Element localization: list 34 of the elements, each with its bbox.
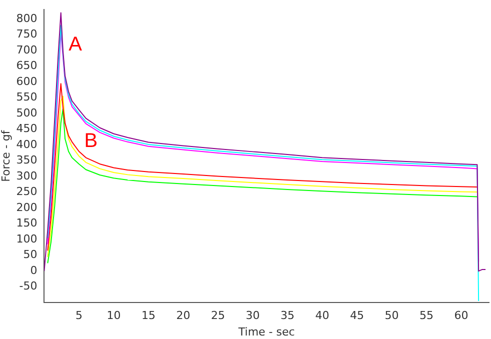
y-tick-label: 800 bbox=[16, 12, 38, 25]
y-axis-title: Force - gf bbox=[0, 129, 12, 182]
y-tick-label: 250 bbox=[16, 185, 38, 198]
y-tick-label: 50 bbox=[23, 248, 38, 262]
y-tick-label: 600 bbox=[16, 74, 38, 88]
annotation: B bbox=[84, 130, 98, 152]
y-tick-label: 150 bbox=[16, 216, 38, 230]
y-tick-label: 300 bbox=[16, 169, 38, 182]
x-tick-label: 50 bbox=[384, 309, 399, 322]
y-tick-label: 100 bbox=[16, 232, 38, 246]
y-tick-label: 350 bbox=[16, 154, 38, 167]
x-tick-label: 25 bbox=[210, 309, 225, 322]
y-tick-label: 0 bbox=[30, 264, 38, 277]
y-tick-label: 200 bbox=[16, 200, 38, 214]
y-tick-label: 750 bbox=[16, 28, 38, 41]
y-tick-label: 700 bbox=[16, 43, 38, 56]
y-tick-label: 650 bbox=[16, 59, 38, 72]
x-tick-label: 60 bbox=[454, 309, 468, 322]
y-tick-label: 450 bbox=[16, 122, 38, 136]
x-tick-label: 55 bbox=[419, 309, 434, 322]
x-tick-label: 15 bbox=[141, 309, 156, 322]
annotation: A bbox=[68, 33, 83, 56]
x-tick-label: 45 bbox=[350, 309, 364, 322]
x-axis-title: Time - sec bbox=[237, 325, 295, 338]
y-tick-label: 500 bbox=[16, 106, 38, 120]
x-tick-label: 30 bbox=[246, 309, 260, 322]
x-tick-label: 40 bbox=[315, 309, 330, 322]
x-tick-label: 20 bbox=[176, 309, 190, 322]
y-tick-label: 400 bbox=[16, 138, 38, 151]
y-tick-label: 550 bbox=[16, 90, 38, 104]
x-tick-label: 5 bbox=[75, 309, 82, 322]
x-tick-label: 35 bbox=[280, 309, 294, 322]
x-tick-label: 10 bbox=[106, 309, 121, 322]
y-tick-label: -50 bbox=[19, 280, 38, 293]
